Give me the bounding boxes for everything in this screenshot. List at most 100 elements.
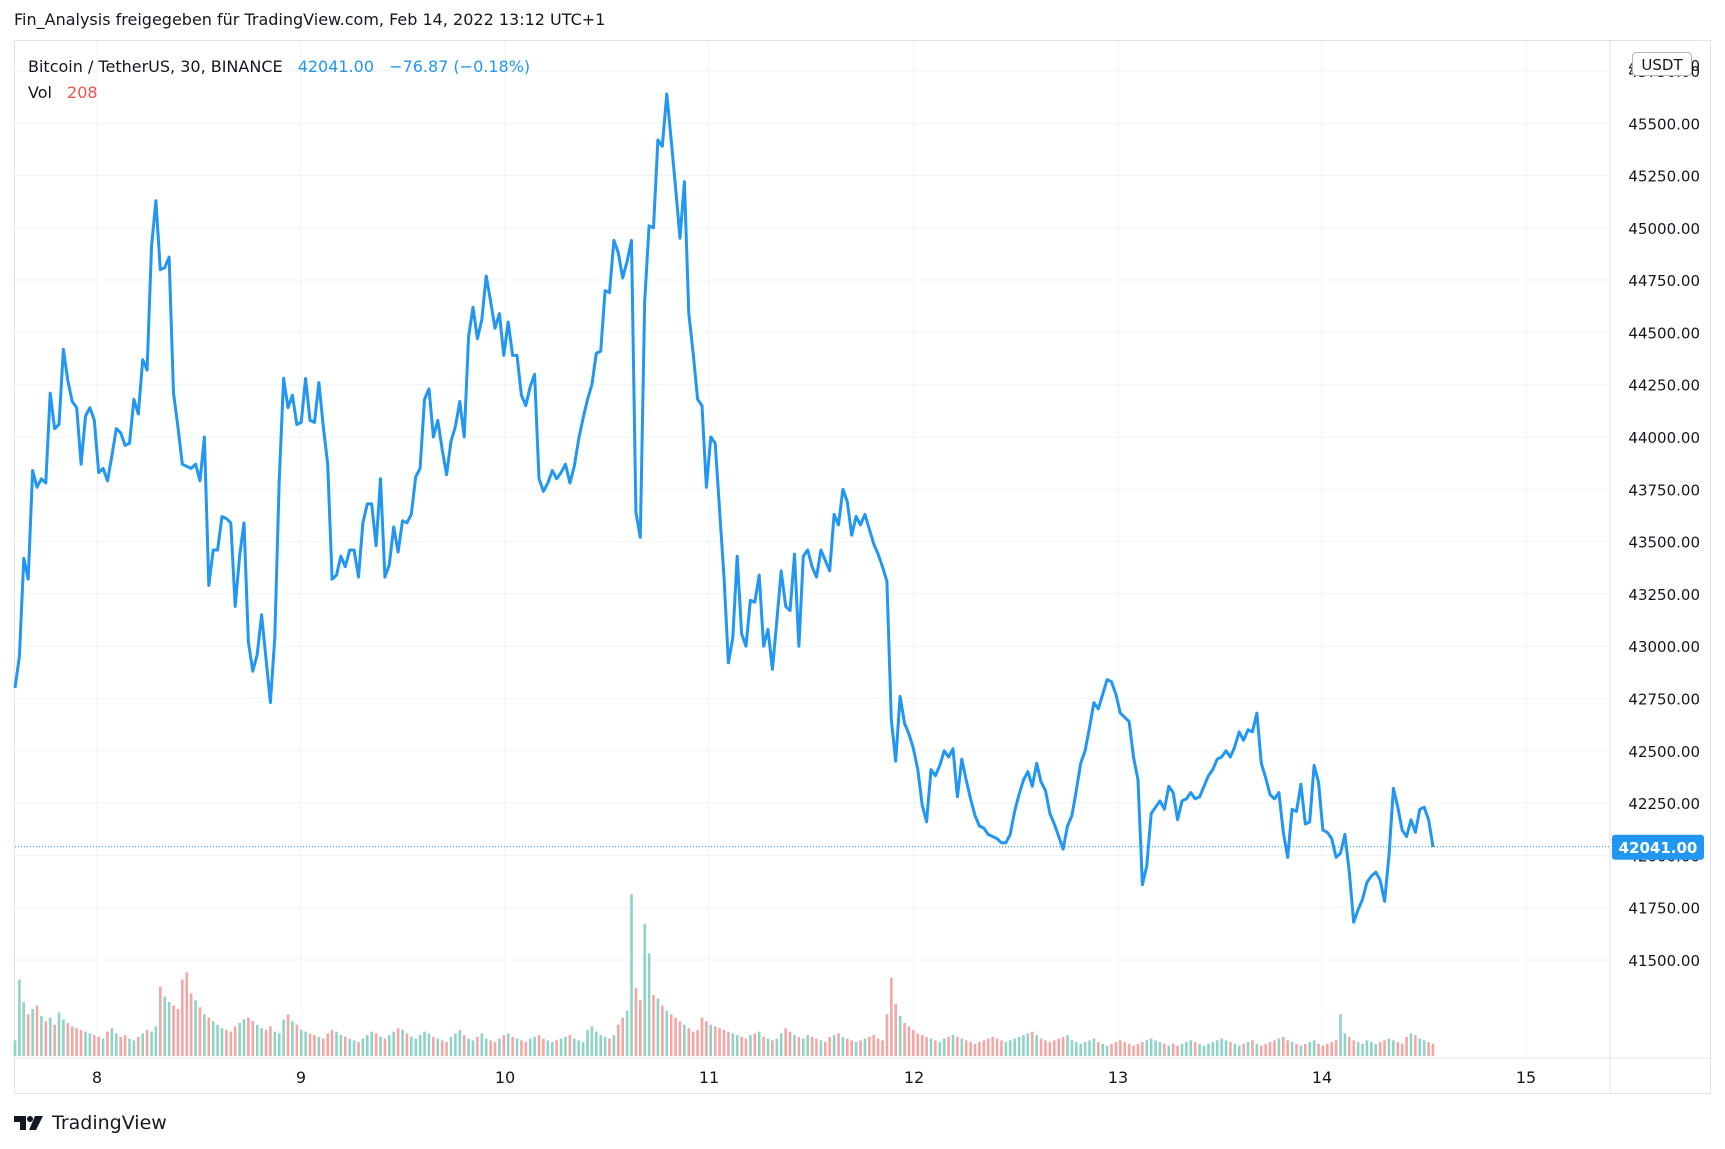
volume-bar-down bbox=[308, 1033, 312, 1056]
volume-bar-down bbox=[696, 1029, 699, 1056]
volume-bar-up bbox=[110, 1028, 114, 1056]
volume-bar-up bbox=[656, 998, 660, 1056]
volume-bar-up bbox=[48, 1017, 52, 1056]
volume-bar-down bbox=[145, 1029, 149, 1056]
volume-bar-down bbox=[885, 1014, 889, 1056]
volume-bar-up bbox=[1070, 1040, 1074, 1056]
volume-bar-up bbox=[1004, 1042, 1008, 1056]
volume-bar-up bbox=[1088, 1040, 1091, 1056]
volume-bar-down bbox=[797, 1036, 801, 1056]
volume-bar-up bbox=[1013, 1038, 1016, 1056]
volume-bar-down bbox=[705, 1021, 708, 1056]
volume-bar-down bbox=[1242, 1043, 1245, 1056]
volume-bar-up bbox=[467, 1038, 470, 1056]
volume-bar-down bbox=[432, 1036, 435, 1056]
volume-bar-up bbox=[255, 1024, 259, 1056]
volume-bar-up bbox=[436, 1038, 440, 1056]
volume-bar-down bbox=[405, 1033, 409, 1056]
volume-bar-down bbox=[784, 1028, 787, 1056]
volume-bar-up bbox=[194, 1000, 197, 1056]
volume-bar-up bbox=[757, 1031, 761, 1056]
volume-bar-up bbox=[1422, 1040, 1426, 1056]
legend-symbol[interactable]: Bitcoin / TetherUS, 30, BINANCE bbox=[28, 57, 283, 76]
volume-bar-up bbox=[211, 1021, 215, 1056]
volume-bar-down bbox=[1132, 1045, 1135, 1056]
volume-bar-up bbox=[216, 1024, 219, 1056]
volume-bar-down bbox=[181, 979, 184, 1056]
volume-bar-up bbox=[352, 1040, 356, 1056]
volume-bar-down bbox=[79, 1029, 83, 1056]
volume-bar-up bbox=[471, 1040, 475, 1056]
volume-bar-down bbox=[247, 1017, 250, 1056]
volume-bar-down bbox=[35, 1005, 39, 1056]
volume-bar-down bbox=[669, 1014, 673, 1056]
volume-bar-down bbox=[542, 1038, 545, 1056]
volume-bar-up bbox=[683, 1024, 686, 1056]
volume-bar-up bbox=[612, 1035, 616, 1056]
volume-bar-down bbox=[92, 1035, 96, 1056]
volume-bar-up bbox=[951, 1035, 955, 1056]
y-tick-label: 45500.00 bbox=[1628, 115, 1700, 133]
volume-bar-up bbox=[128, 1038, 131, 1056]
volume-bar-up bbox=[282, 1019, 285, 1056]
volume-bar-down bbox=[357, 1042, 360, 1056]
x-tick-label: 8 bbox=[92, 1068, 102, 1087]
volume-bar-down bbox=[982, 1040, 986, 1056]
volume-bar-up bbox=[735, 1035, 739, 1056]
volume-bar-down bbox=[876, 1038, 880, 1056]
y-tick-label: 44500.00 bbox=[1628, 324, 1700, 342]
y-tick-label: 44000.00 bbox=[1628, 429, 1700, 447]
volume-bar-down bbox=[343, 1036, 347, 1056]
volume-bar-up bbox=[22, 1002, 26, 1056]
volume-bar-down bbox=[26, 1014, 30, 1056]
volume-bar-down bbox=[890, 977, 893, 1056]
volume-bar-down bbox=[489, 1040, 492, 1056]
chart-frame[interactable] bbox=[14, 40, 1711, 1094]
legend-volume-label[interactable]: Vol bbox=[28, 83, 52, 102]
volume-bar-up bbox=[775, 1038, 779, 1056]
volume-bar-up bbox=[1215, 1040, 1219, 1056]
price-chart[interactable]: 45750.0045500.0045250.0045000.0044750.00… bbox=[0, 0, 1725, 1100]
footer-branding[interactable]: TradingView bbox=[14, 1112, 167, 1134]
volume-bar-down bbox=[321, 1038, 325, 1056]
volume-bar-down bbox=[440, 1040, 444, 1056]
volume-bar-up bbox=[625, 1010, 629, 1056]
volume-bar-up bbox=[766, 1038, 770, 1056]
volume-bar-up bbox=[13, 1040, 17, 1056]
volume-bar-down bbox=[652, 995, 655, 1056]
volume-bar-down bbox=[537, 1035, 541, 1056]
y-tick-label: 44750.00 bbox=[1628, 272, 1700, 290]
volume-bar-down bbox=[229, 1031, 233, 1056]
volume-bar-up bbox=[317, 1036, 321, 1056]
volume-bar-up bbox=[938, 1042, 942, 1056]
volume-bar-down bbox=[1057, 1038, 1060, 1056]
volume-bar-down bbox=[233, 1026, 237, 1056]
volume-bar-up bbox=[163, 996, 167, 1056]
y-tick-label: 42250.00 bbox=[1628, 795, 1700, 813]
volume-bar-down bbox=[555, 1040, 558, 1056]
volume-bar-down bbox=[1176, 1045, 1179, 1056]
y-tick-label: 43750.00 bbox=[1628, 481, 1700, 499]
volume-bar-up bbox=[242, 1019, 246, 1056]
volume-bar-down bbox=[634, 988, 638, 1056]
volume-bar-up bbox=[18, 979, 21, 1056]
volume-bar-down bbox=[868, 1036, 871, 1056]
volume-bar-up bbox=[528, 1038, 532, 1056]
volume-bar-down bbox=[189, 993, 193, 1056]
volume-bar-up bbox=[929, 1038, 933, 1056]
volume-bar-up bbox=[1277, 1038, 1281, 1056]
volume-bar-up bbox=[1237, 1045, 1241, 1056]
volume-bar-up bbox=[793, 1035, 796, 1056]
volume-bar-up bbox=[533, 1036, 536, 1056]
volume-bar-up bbox=[1158, 1042, 1162, 1056]
volume-bar-up bbox=[1392, 1040, 1395, 1056]
volume-bar-down bbox=[198, 1007, 202, 1056]
currency-unit-badge[interactable]: USDT bbox=[1632, 52, 1692, 76]
volume-bar-up bbox=[335, 1031, 338, 1056]
y-tick-label: 43250.00 bbox=[1628, 586, 1700, 604]
volume-bar-up bbox=[564, 1036, 567, 1056]
volume-bar-up bbox=[339, 1035, 343, 1056]
volume-bar-up bbox=[801, 1038, 805, 1056]
volume-bar-up bbox=[379, 1036, 382, 1056]
volume-bar-up bbox=[220, 1028, 224, 1056]
